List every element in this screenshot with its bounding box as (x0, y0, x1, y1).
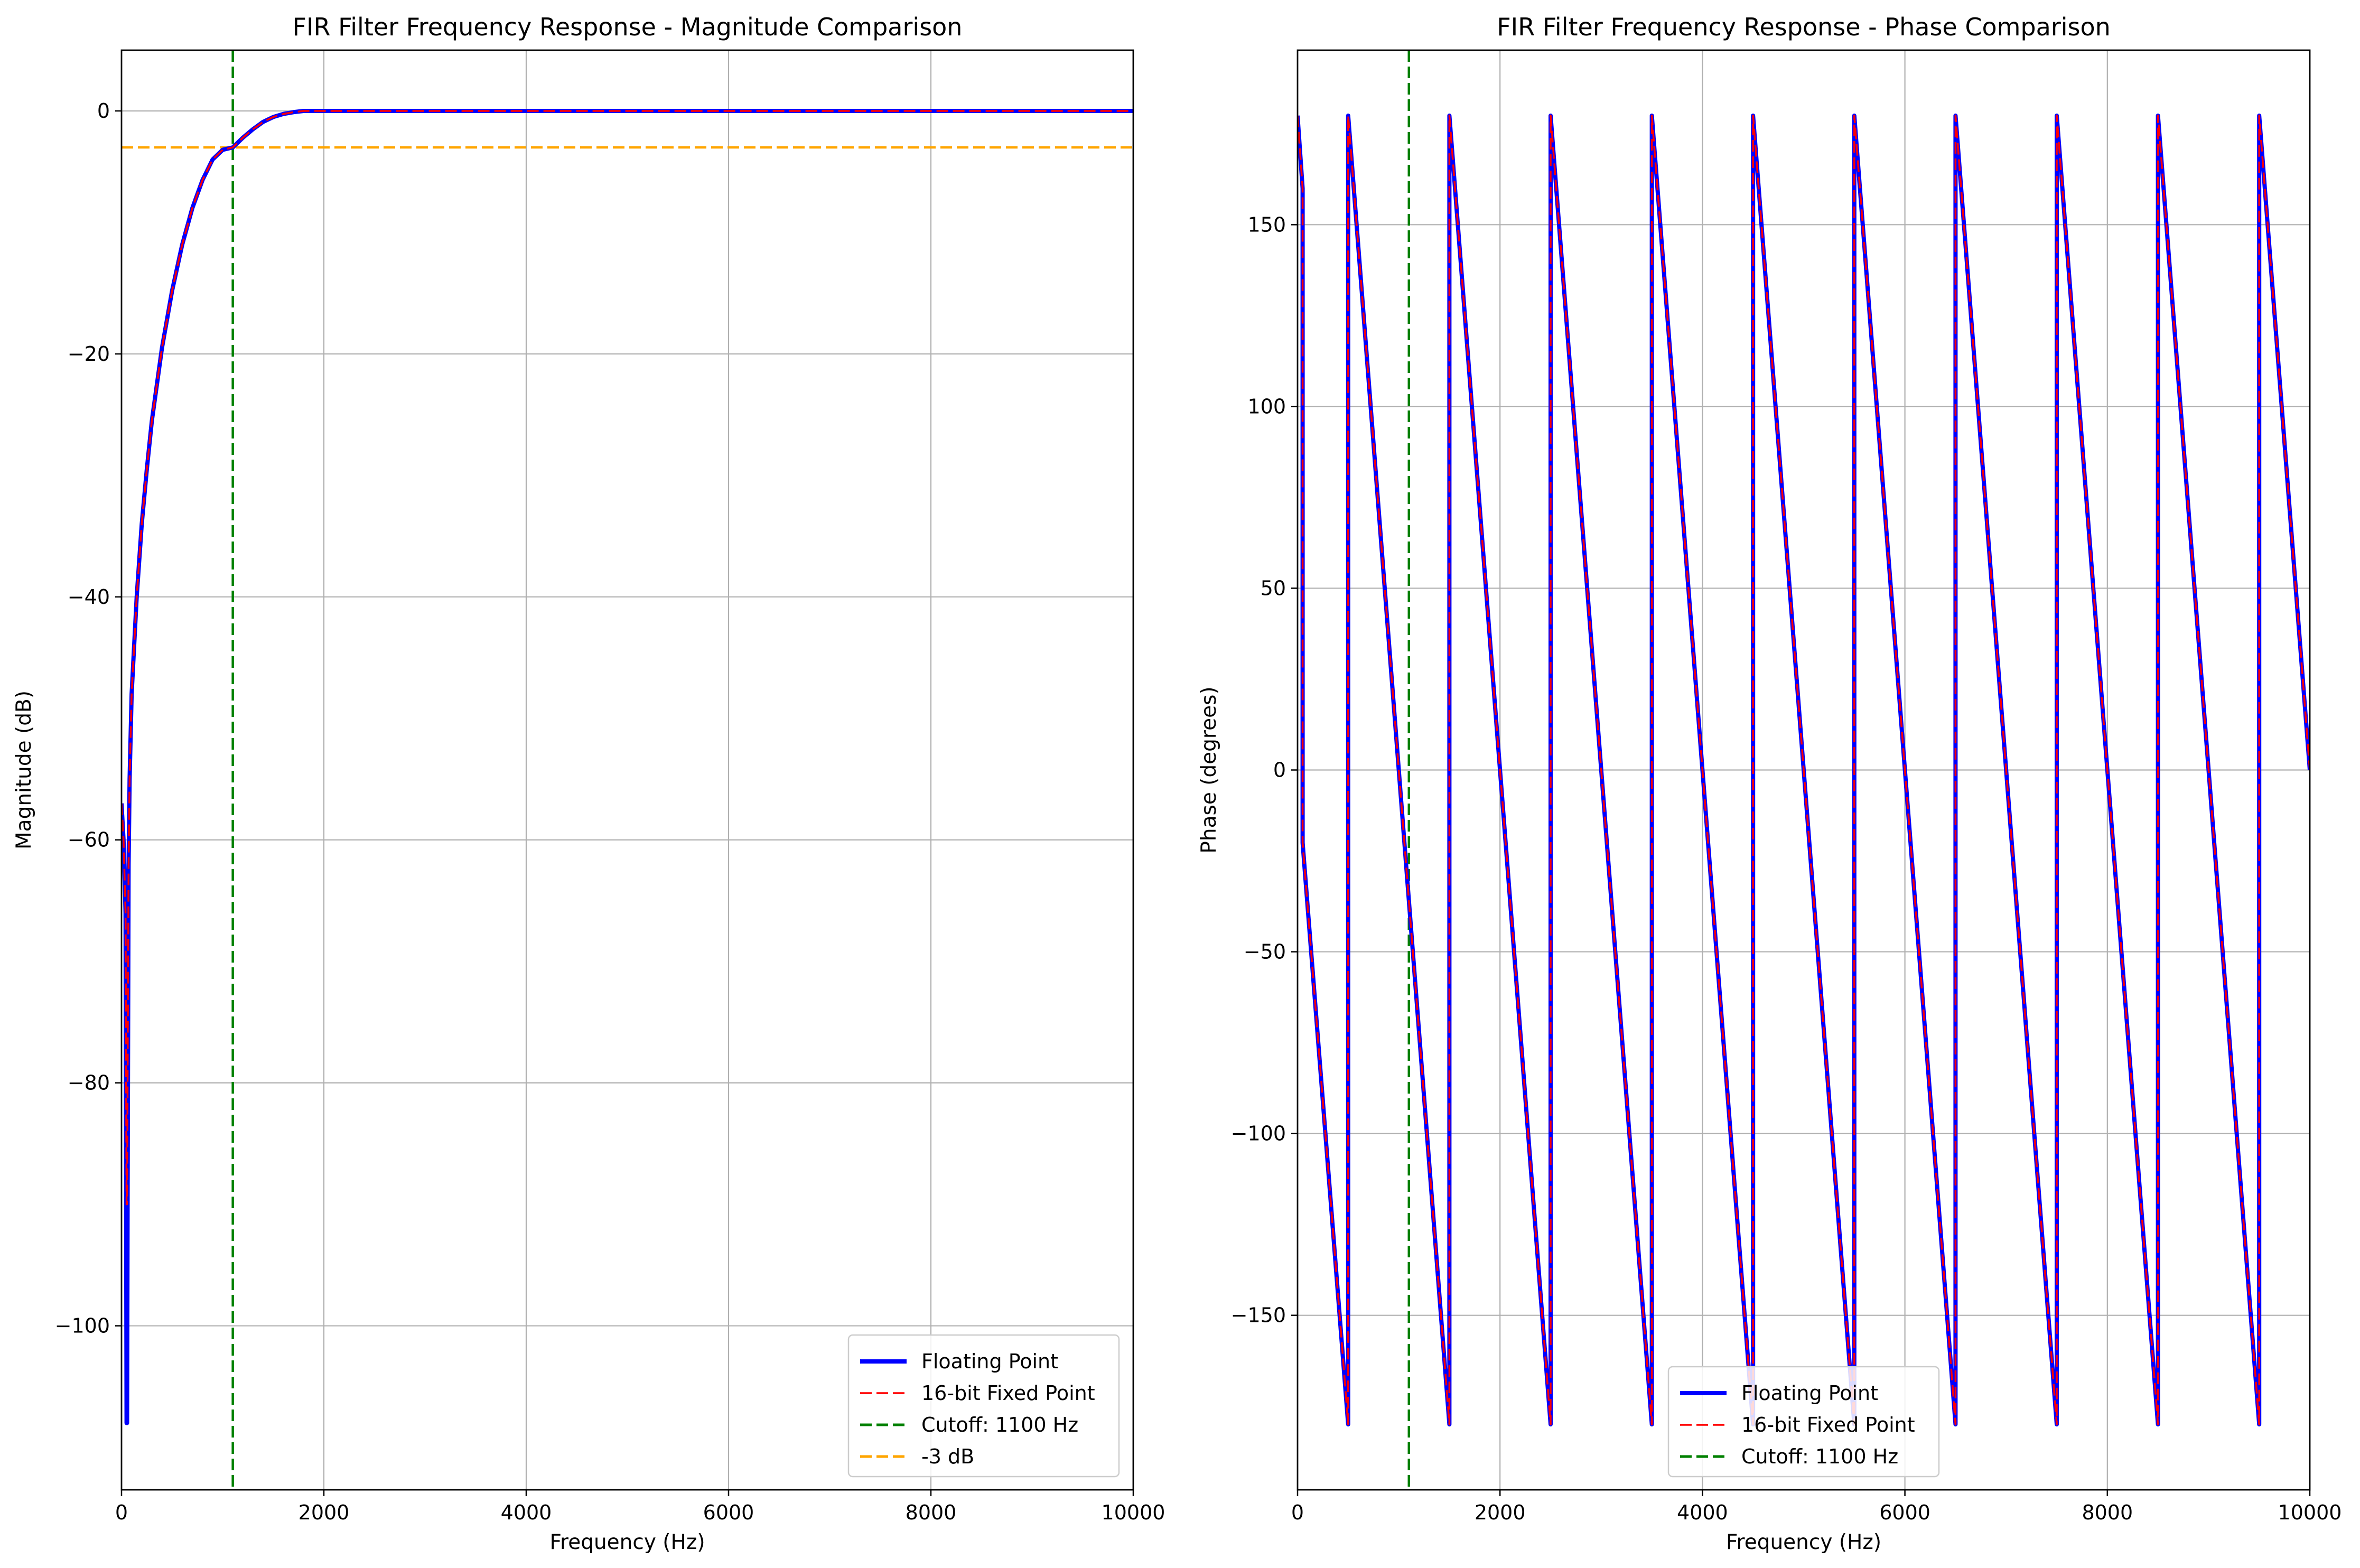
magnitude-series-fixed-point-16bit (122, 110, 1133, 1206)
phase-legend-label: Cutoff: 1100 Hz (1741, 1445, 1898, 1468)
magnitude-xtick-label: 0 (115, 1501, 128, 1524)
phase-ytick-label: −50 (1244, 940, 1286, 964)
magnitude-ytick-label: −20 (68, 342, 110, 366)
phase-x-axis-label: Frequency (Hz) (1726, 1530, 1881, 1554)
magnitude-ytick-label: −40 (68, 585, 110, 609)
magnitude-legend-label: 16-bit Fixed Point (921, 1382, 1095, 1405)
phase-chart: 0 2000 4000 6000 8000 10000 150 100 50 0 −50 −100 −1… (1197, 13, 2342, 1554)
magnitude-xtick-label: 4000 (501, 1501, 552, 1524)
phase-xtick-label: 10000 (2278, 1501, 2342, 1524)
magnitude-legend-label: -3 dB (921, 1445, 974, 1468)
phase-legend: Floating Point 16-bit Fixed Point Cutoff: … (1667, 1366, 1940, 1478)
magnitude-legend-box (847, 1334, 1120, 1478)
phase-legend-label: Floating Point (1741, 1382, 1878, 1405)
phase-ytick-label: 100 (1247, 395, 1286, 418)
magnitude-ytick-label: −60 (68, 828, 110, 852)
phase-ytick-label: 150 (1247, 213, 1286, 236)
magnitude-ytick-label: −80 (68, 1071, 110, 1095)
magnitude-xtick-label: 2000 (299, 1501, 350, 1524)
phase-y-axis-label: Phase (degrees) (1197, 686, 1221, 853)
magnitude-xtick-label: 8000 (906, 1501, 957, 1524)
phase-xtick-label: 6000 (1879, 1501, 1930, 1524)
phase-xtick-label: 4000 (1677, 1501, 1728, 1524)
phase-ytick-label: 50 (1261, 576, 1286, 600)
phase-ytick-label: −100 (1231, 1122, 1286, 1145)
magnitude-plot-area (122, 50, 1133, 1490)
phase-chart-title: FIR Filter Frequency Response - Phase Co… (1497, 13, 2111, 41)
magnitude-y-axis-label: Magnitude (dB) (12, 690, 36, 850)
phase-xtick-label: 0 (1291, 1501, 1304, 1524)
phase-legend-box (1667, 1366, 1940, 1478)
magnitude-chart: 0 2000 4000 6000 8000 10000 0 −20 −40 −60 −80 −100 F… (12, 13, 1165, 1554)
phase-xtick-label: 2000 (1475, 1501, 1526, 1524)
magnitude-legend-label: Cutoff: 1100 Hz (921, 1413, 1078, 1436)
magnitude-axes-frame (120, 49, 1134, 1491)
phase-xtick-label: 8000 (2082, 1501, 2133, 1524)
magnitude-xtick-label: 6000 (703, 1501, 754, 1524)
magnitude-ytick-label: −100 (55, 1314, 110, 1338)
magnitude-legend-label: Floating Point (921, 1350, 1058, 1373)
phase-ytick-label: 0 (1273, 759, 1286, 782)
phase-ytick-label: −150 (1231, 1304, 1286, 1327)
magnitude-legend: Floating Point 16-bit Fixed Point Cutoff: … (847, 1334, 1120, 1478)
magnitude-ytick-label: 0 (97, 99, 110, 123)
magnitude-xtick-label: 10000 (1102, 1501, 1165, 1524)
magnitude-chart-title: FIR Filter Frequency Response - Magnitud… (293, 13, 963, 41)
phase-plot-area (1298, 50, 2310, 1490)
magnitude-x-axis-label: Frequency (Hz) (549, 1530, 705, 1554)
phase-series-fixed-point-16bit (1298, 115, 2310, 1425)
phase-legend-label: 16-bit Fixed Point (1741, 1413, 1915, 1436)
